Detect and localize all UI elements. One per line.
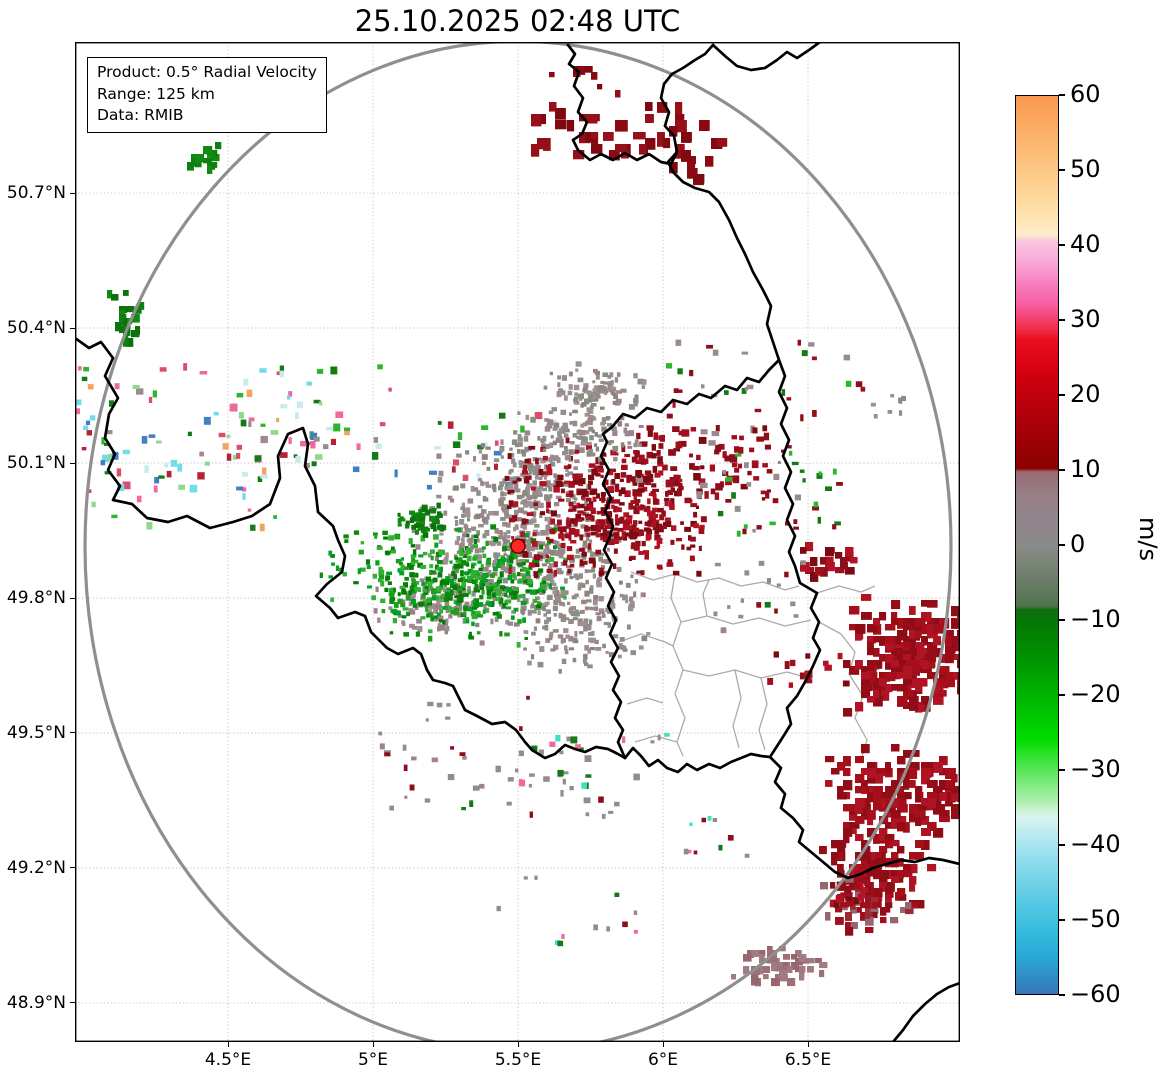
- colorbar-tick: [1059, 769, 1065, 771]
- info-box: Product: 0.5° Radial Velocity Range: 125…: [87, 57, 327, 134]
- colorbar-tick-label: 60: [1070, 80, 1101, 108]
- colorbar-tick: [1059, 394, 1065, 396]
- colorbar-tick-label: 50: [1070, 155, 1101, 183]
- x-axis-tick-label: 4.5°E: [204, 1050, 252, 1070]
- colorbar-tick-label: −40: [1070, 830, 1121, 858]
- colorbar-tick: [1059, 994, 1065, 996]
- y-axis-tick-label: 50.1°N: [6, 453, 66, 473]
- x-axis-tick-label: 6.5°E: [784, 1050, 832, 1070]
- x-axis-tick-label: 5.5°E: [494, 1050, 542, 1070]
- y-axis-tick: [70, 597, 75, 599]
- y-axis-tick-label: 48.9°N: [6, 992, 66, 1013]
- info-source-line: Data: RMIB: [97, 106, 184, 125]
- y-axis-tick: [70, 867, 75, 869]
- y-axis-tick: [70, 462, 75, 464]
- y-axis-tick-label: 49.2°N: [6, 857, 66, 878]
- radar-map: [75, 42, 960, 1042]
- colorbar-tick-label: −50: [1070, 905, 1121, 933]
- colorbar-tick: [1059, 169, 1065, 171]
- colorbar-tick-label: 20: [1070, 380, 1101, 408]
- x-axis-tick-label: 6°E: [647, 1050, 679, 1070]
- colorbar-tick-label: −10: [1070, 605, 1121, 633]
- info-range-line: Range: 125 km: [97, 84, 215, 103]
- colorbar-tick-label: 0: [1070, 530, 1086, 558]
- y-axis-tick-label: 50.4°N: [6, 318, 66, 338]
- y-axis-tick: [70, 192, 75, 194]
- y-axis-tick-label: 49.8°N: [6, 588, 66, 608]
- x-axis-tick: [372, 1042, 374, 1047]
- colorbar-tick-label: 40: [1070, 230, 1101, 258]
- colorbar-tick-label: 30: [1070, 305, 1101, 333]
- colorbar-tick: [1059, 694, 1065, 696]
- plot-title: 25.10.2025 02:48 UTC: [354, 4, 681, 38]
- x-axis-tick: [517, 1042, 519, 1047]
- colorbar-tick: [1059, 469, 1065, 471]
- colorbar-tick: [1059, 619, 1065, 621]
- x-axis-tick-label: 5°E: [357, 1050, 389, 1070]
- colorbar-tick-label: −60: [1070, 980, 1121, 1008]
- y-axis-tick: [70, 1002, 75, 1004]
- colorbar-tick: [1059, 319, 1065, 321]
- colorbar-tick-label: −20: [1070, 680, 1121, 708]
- colorbar-tick: [1059, 544, 1065, 546]
- x-axis-tick: [807, 1042, 809, 1047]
- colorbar-tick: [1059, 844, 1065, 846]
- y-axis-tick: [70, 327, 75, 329]
- y-axis-tick-label: 49.5°N: [6, 722, 66, 743]
- x-axis-tick: [662, 1042, 664, 1047]
- colorbar-tick: [1059, 244, 1065, 246]
- colorbar: [1015, 95, 1059, 995]
- colorbar-tick-label: −30: [1070, 755, 1121, 783]
- y-axis-tick: [70, 732, 75, 734]
- info-product-line: Product: 0.5° Radial Velocity: [97, 63, 317, 81]
- y-axis-tick-label: 50.7°N: [6, 183, 66, 203]
- x-axis-tick: [227, 1042, 229, 1047]
- colorbar-tick-label: 10: [1070, 455, 1101, 483]
- colorbar-tick: [1059, 919, 1065, 921]
- colorbar-tick: [1059, 94, 1065, 96]
